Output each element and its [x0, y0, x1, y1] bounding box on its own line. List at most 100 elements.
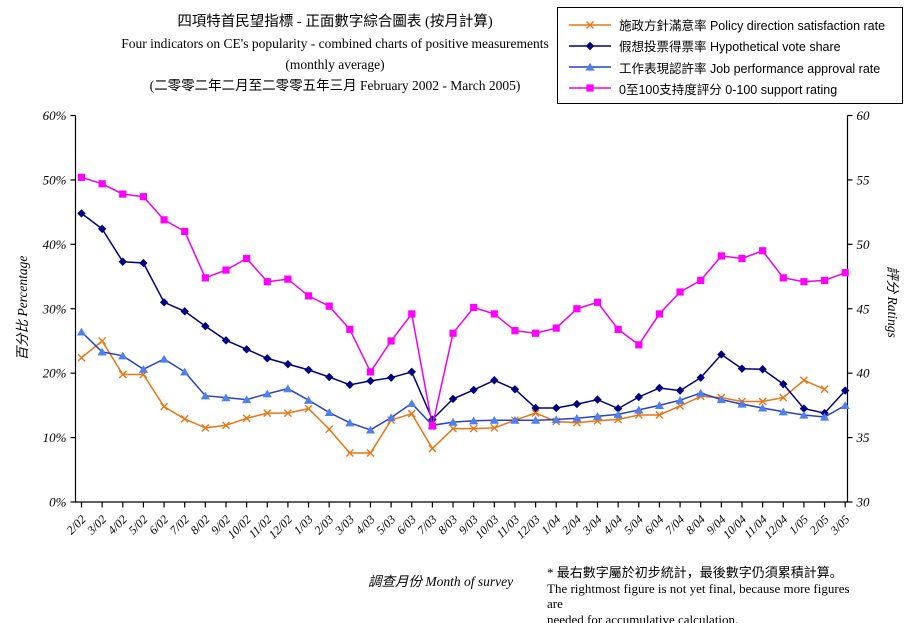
marker-x [531, 409, 540, 418]
legend-line-triangle-marker-icon [569, 62, 611, 71]
marker-diamond [324, 372, 334, 382]
marker-triangle [675, 396, 685, 404]
marker-x [586, 20, 594, 29]
marker-triangle [696, 388, 706, 397]
legend-line-x-marker-icon [569, 20, 611, 29]
marker-square [635, 341, 643, 349]
marker-triangle [778, 407, 788, 416]
x-axis-tick-label: 2/05 [807, 512, 832, 537]
marker-square [449, 329, 457, 337]
marker-square [470, 303, 478, 312]
marker-square [160, 216, 168, 224]
legend-label: 工作表現認許率 Job performance approval rate [619, 61, 881, 76]
legend-label: 0至100支持度評分 0-100 support rating [619, 82, 838, 97]
marker-triangle [510, 415, 520, 424]
marker-diamond [118, 257, 127, 266]
right-axis-tick-label: 55 [857, 172, 871, 187]
marker-square [77, 173, 86, 181]
marker-square [779, 274, 787, 282]
marker-square [593, 298, 602, 306]
marker-x [98, 336, 107, 345]
marker-x [758, 397, 767, 406]
marker-diamond [77, 209, 86, 218]
x-axis-tick-label: 6/03 [394, 512, 419, 537]
chart-subtitle-monthly-average: (monthly average) [285, 57, 385, 72]
marker-triangle [489, 415, 499, 424]
marker-diamond [159, 298, 169, 307]
marker-x [263, 409, 272, 418]
marker-triangle [386, 413, 396, 422]
marker-diamond [139, 258, 148, 268]
marker-diamond [531, 403, 540, 413]
marker-square [586, 84, 594, 93]
y-axis-title-right: 評分 Ratings [885, 266, 900, 338]
marker-square [490, 310, 498, 318]
x-axis-tick-label: 7/04 [662, 512, 687, 537]
x-axis-tick-label: 4/02 [105, 512, 130, 537]
marker-square [676, 288, 684, 296]
legend-item-support-rating: 0至100支持度評分 0-100 support rating [568, 78, 894, 99]
marker-triangle [840, 401, 850, 409]
marker-diamond [345, 380, 355, 389]
x-axis-tick-label: 5/03 [373, 512, 398, 537]
marker-triangle [97, 347, 107, 356]
marker-x [77, 353, 86, 362]
marker-x [449, 424, 458, 433]
x-axis-tick-label: 1/03 [291, 512, 316, 537]
marker-square [366, 368, 375, 376]
legend-item-vote-share: 假想投票得票率 Hypothetical vote share [568, 35, 894, 56]
marker-diamond [407, 367, 416, 377]
marker-triangle [585, 62, 595, 71]
marker-x [655, 411, 664, 420]
marker-square [263, 278, 271, 286]
marker-x [428, 444, 437, 453]
marker-triangle [303, 396, 314, 404]
marker-square [428, 422, 436, 430]
marker-diamond [221, 336, 231, 345]
x-axis-tick-label: 2/04 [559, 512, 584, 537]
x-axis-title: 調查月份 Month of survey [368, 574, 514, 589]
footnote-english-1: The rightmost figure is not yet final, b… [547, 580, 850, 612]
axis-lines [74, 115, 849, 503]
x-axis-tick-label: 5/02 [126, 512, 151, 537]
marker-x [345, 449, 354, 458]
marker-diamond [242, 345, 251, 354]
marker-square [531, 329, 540, 337]
marker-diamond [634, 392, 643, 402]
marker-square [573, 305, 581, 313]
marker-triangle [551, 415, 561, 424]
marker-diamond [696, 373, 705, 382]
x-axis-tick-label: 3/04 [579, 512, 605, 538]
marker-square [243, 254, 251, 263]
marker-diamond [304, 365, 313, 375]
marker-diamond [758, 365, 767, 374]
marker-triangle [819, 412, 830, 421]
footnote-chinese: * 最右數字屬於初步統計，最後數字仍須累積計算。 [547, 565, 843, 580]
series-line [81, 212, 846, 421]
marker-square [655, 310, 664, 318]
series-job-approval [76, 327, 850, 434]
marker-square [841, 269, 849, 277]
x-axis-tick-label: 1/04 [538, 512, 563, 537]
marker-diamond [97, 224, 107, 234]
marker-triangle [654, 401, 665, 409]
marker-triangle [221, 393, 231, 402]
x-axis-tick-label: 4/04 [600, 512, 625, 537]
marker-square [201, 274, 209, 282]
marker-triangle [118, 351, 128, 360]
right-axis-tick-label: 50 [857, 237, 871, 252]
x-axis-tick-label: 7/03 [415, 512, 440, 537]
left-axis-tick-label: 30% [42, 301, 67, 316]
marker-triangle [758, 403, 768, 412]
x-axis-tick-label: 3/02 [84, 512, 110, 538]
marker-square [98, 180, 106, 188]
marker-x [799, 376, 808, 385]
marker-diamond [799, 404, 809, 413]
chart-date-range: (二零零二年二月至二零零五年三月 February 2002 - March 2… [149, 78, 521, 93]
x-axis-tick-label: 4/03 [353, 512, 378, 537]
marker-x [469, 424, 478, 433]
marker-x [366, 449, 375, 458]
marker-triangle [283, 384, 293, 393]
marker-diamond [779, 379, 788, 389]
x-axis-tick-label: 3/05 [827, 512, 853, 538]
